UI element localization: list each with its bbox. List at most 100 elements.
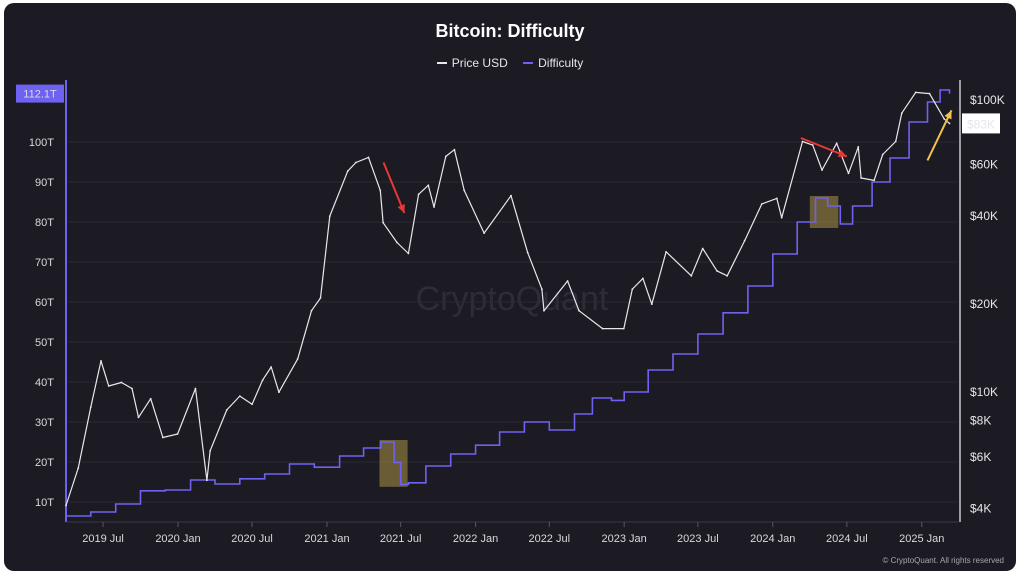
- price-point-48: [651, 303, 653, 305]
- price-point-31: [418, 193, 420, 195]
- price-point-20: [297, 358, 299, 360]
- watermark-text: CryptoQuant: [416, 280, 609, 318]
- price-point-10: [177, 433, 179, 435]
- current-difficulty-label: 112.1T: [23, 89, 57, 101]
- price-point-57: [781, 217, 783, 219]
- x-tick-label-2: 2020 Jul: [231, 533, 273, 545]
- price-point-21: [311, 310, 313, 312]
- x-tick-label-0: 2019 Jul: [82, 533, 124, 545]
- price-point-14: [226, 409, 228, 411]
- price-point-28: [382, 222, 384, 224]
- price-point-66: [882, 154, 884, 156]
- price-point-38: [510, 195, 512, 197]
- x-tick-label-3: 2021 Jan: [304, 533, 349, 545]
- left-tick-label-2: 30T: [35, 417, 54, 429]
- price-point-3: [100, 360, 102, 362]
- price-point-55: [761, 203, 763, 205]
- price-point-70: [929, 93, 931, 95]
- right-tick-label-2: $8K: [970, 414, 991, 428]
- price-point-72: [949, 123, 951, 125]
- price-point-34: [445, 156, 447, 158]
- arrow-red-2021-shaft: [384, 163, 405, 213]
- price-point-64: [860, 177, 862, 179]
- current-price-label: $83K: [967, 117, 995, 131]
- price-point-11: [195, 388, 197, 390]
- price-point-36: [463, 189, 465, 191]
- price-point-37: [483, 232, 485, 234]
- price-point-49: [665, 251, 667, 253]
- price-point-59: [812, 144, 814, 146]
- left-tick-label-5: 60T: [35, 297, 54, 309]
- right-tick-label-4: $20K: [970, 297, 998, 311]
- price-point-13: [209, 450, 211, 452]
- price-point-39: [527, 252, 529, 254]
- price-point-69: [915, 91, 917, 93]
- price-point-41: [543, 310, 545, 312]
- price-point-6: [131, 388, 133, 390]
- price-point-52: [716, 270, 718, 272]
- price-point-45: [623, 328, 625, 330]
- left-tick-label-1: 20T: [35, 457, 54, 469]
- price-point-26: [368, 157, 370, 159]
- price-point-1: [77, 467, 79, 469]
- x-tick-label-1: 2020 Jan: [155, 533, 200, 545]
- price-point-23: [329, 215, 331, 217]
- x-tick-label-7: 2023 Jan: [602, 533, 647, 545]
- x-tick-label-4: 2021 Jul: [380, 533, 422, 545]
- price-point-15: [239, 395, 241, 397]
- price-point-46: [631, 288, 633, 290]
- price-point-71: [943, 118, 945, 120]
- price-point-51: [702, 248, 704, 250]
- left-tick-label-4: 50T: [35, 337, 54, 349]
- price-point-50: [690, 275, 692, 277]
- price-point-56: [776, 197, 778, 199]
- left-tick-label-0: 10T: [35, 497, 54, 509]
- price-point-30: [407, 253, 409, 255]
- price-point-12: [206, 479, 208, 481]
- price-point-17: [262, 379, 264, 381]
- price-point-0: [65, 505, 67, 507]
- price-point-62: [848, 173, 850, 175]
- price-point-18: [270, 366, 272, 368]
- price-point-44: [602, 328, 604, 330]
- price-point-29: [396, 242, 398, 244]
- price-point-54: [744, 240, 746, 242]
- price-point-5: [120, 382, 122, 384]
- price-point-68: [901, 112, 903, 114]
- x-tick-label-8: 2023 Jul: [677, 533, 719, 545]
- price-point-60: [821, 169, 823, 171]
- price-point-24: [347, 170, 349, 172]
- price-point-40: [541, 288, 543, 290]
- price-point-42: [567, 280, 569, 282]
- right-tick-label-0: $4K: [970, 502, 991, 516]
- price-point-53: [726, 275, 728, 277]
- x-tick-label-5: 2022 Jan: [453, 533, 498, 545]
- right-tick-label-6: $60K: [970, 158, 998, 172]
- price-point-8: [150, 398, 152, 400]
- price-point-22: [320, 297, 322, 299]
- left-tick-label-6: 70T: [35, 257, 54, 269]
- price-point-35: [453, 149, 455, 151]
- x-tick-label-9: 2024 Jan: [750, 533, 795, 545]
- price-point-47: [642, 278, 644, 280]
- x-tick-label-10: 2024 Jul: [826, 533, 868, 545]
- left-tick-label-3: 40T: [35, 377, 54, 389]
- price-point-65: [873, 179, 875, 181]
- price-point-25: [355, 162, 357, 164]
- price-point-4: [108, 385, 110, 387]
- right-tick-label-1: $6K: [970, 450, 991, 464]
- left-tick-label-8: 90T: [35, 177, 54, 189]
- x-tick-label-6: 2022 Jul: [528, 533, 570, 545]
- price-point-67: [895, 141, 897, 143]
- arrow-yellow-2025-shaft: [927, 110, 951, 160]
- price-point-61: [836, 142, 838, 144]
- right-tick-label-3: $10K: [970, 385, 998, 399]
- price-point-32: [427, 184, 429, 186]
- price-point-27: [379, 189, 381, 191]
- price-point-33: [433, 206, 435, 208]
- right-tick-label-5: $40K: [970, 209, 998, 223]
- price-point-58: [802, 141, 804, 143]
- price-point-7: [138, 417, 140, 419]
- price-point-16: [251, 403, 253, 405]
